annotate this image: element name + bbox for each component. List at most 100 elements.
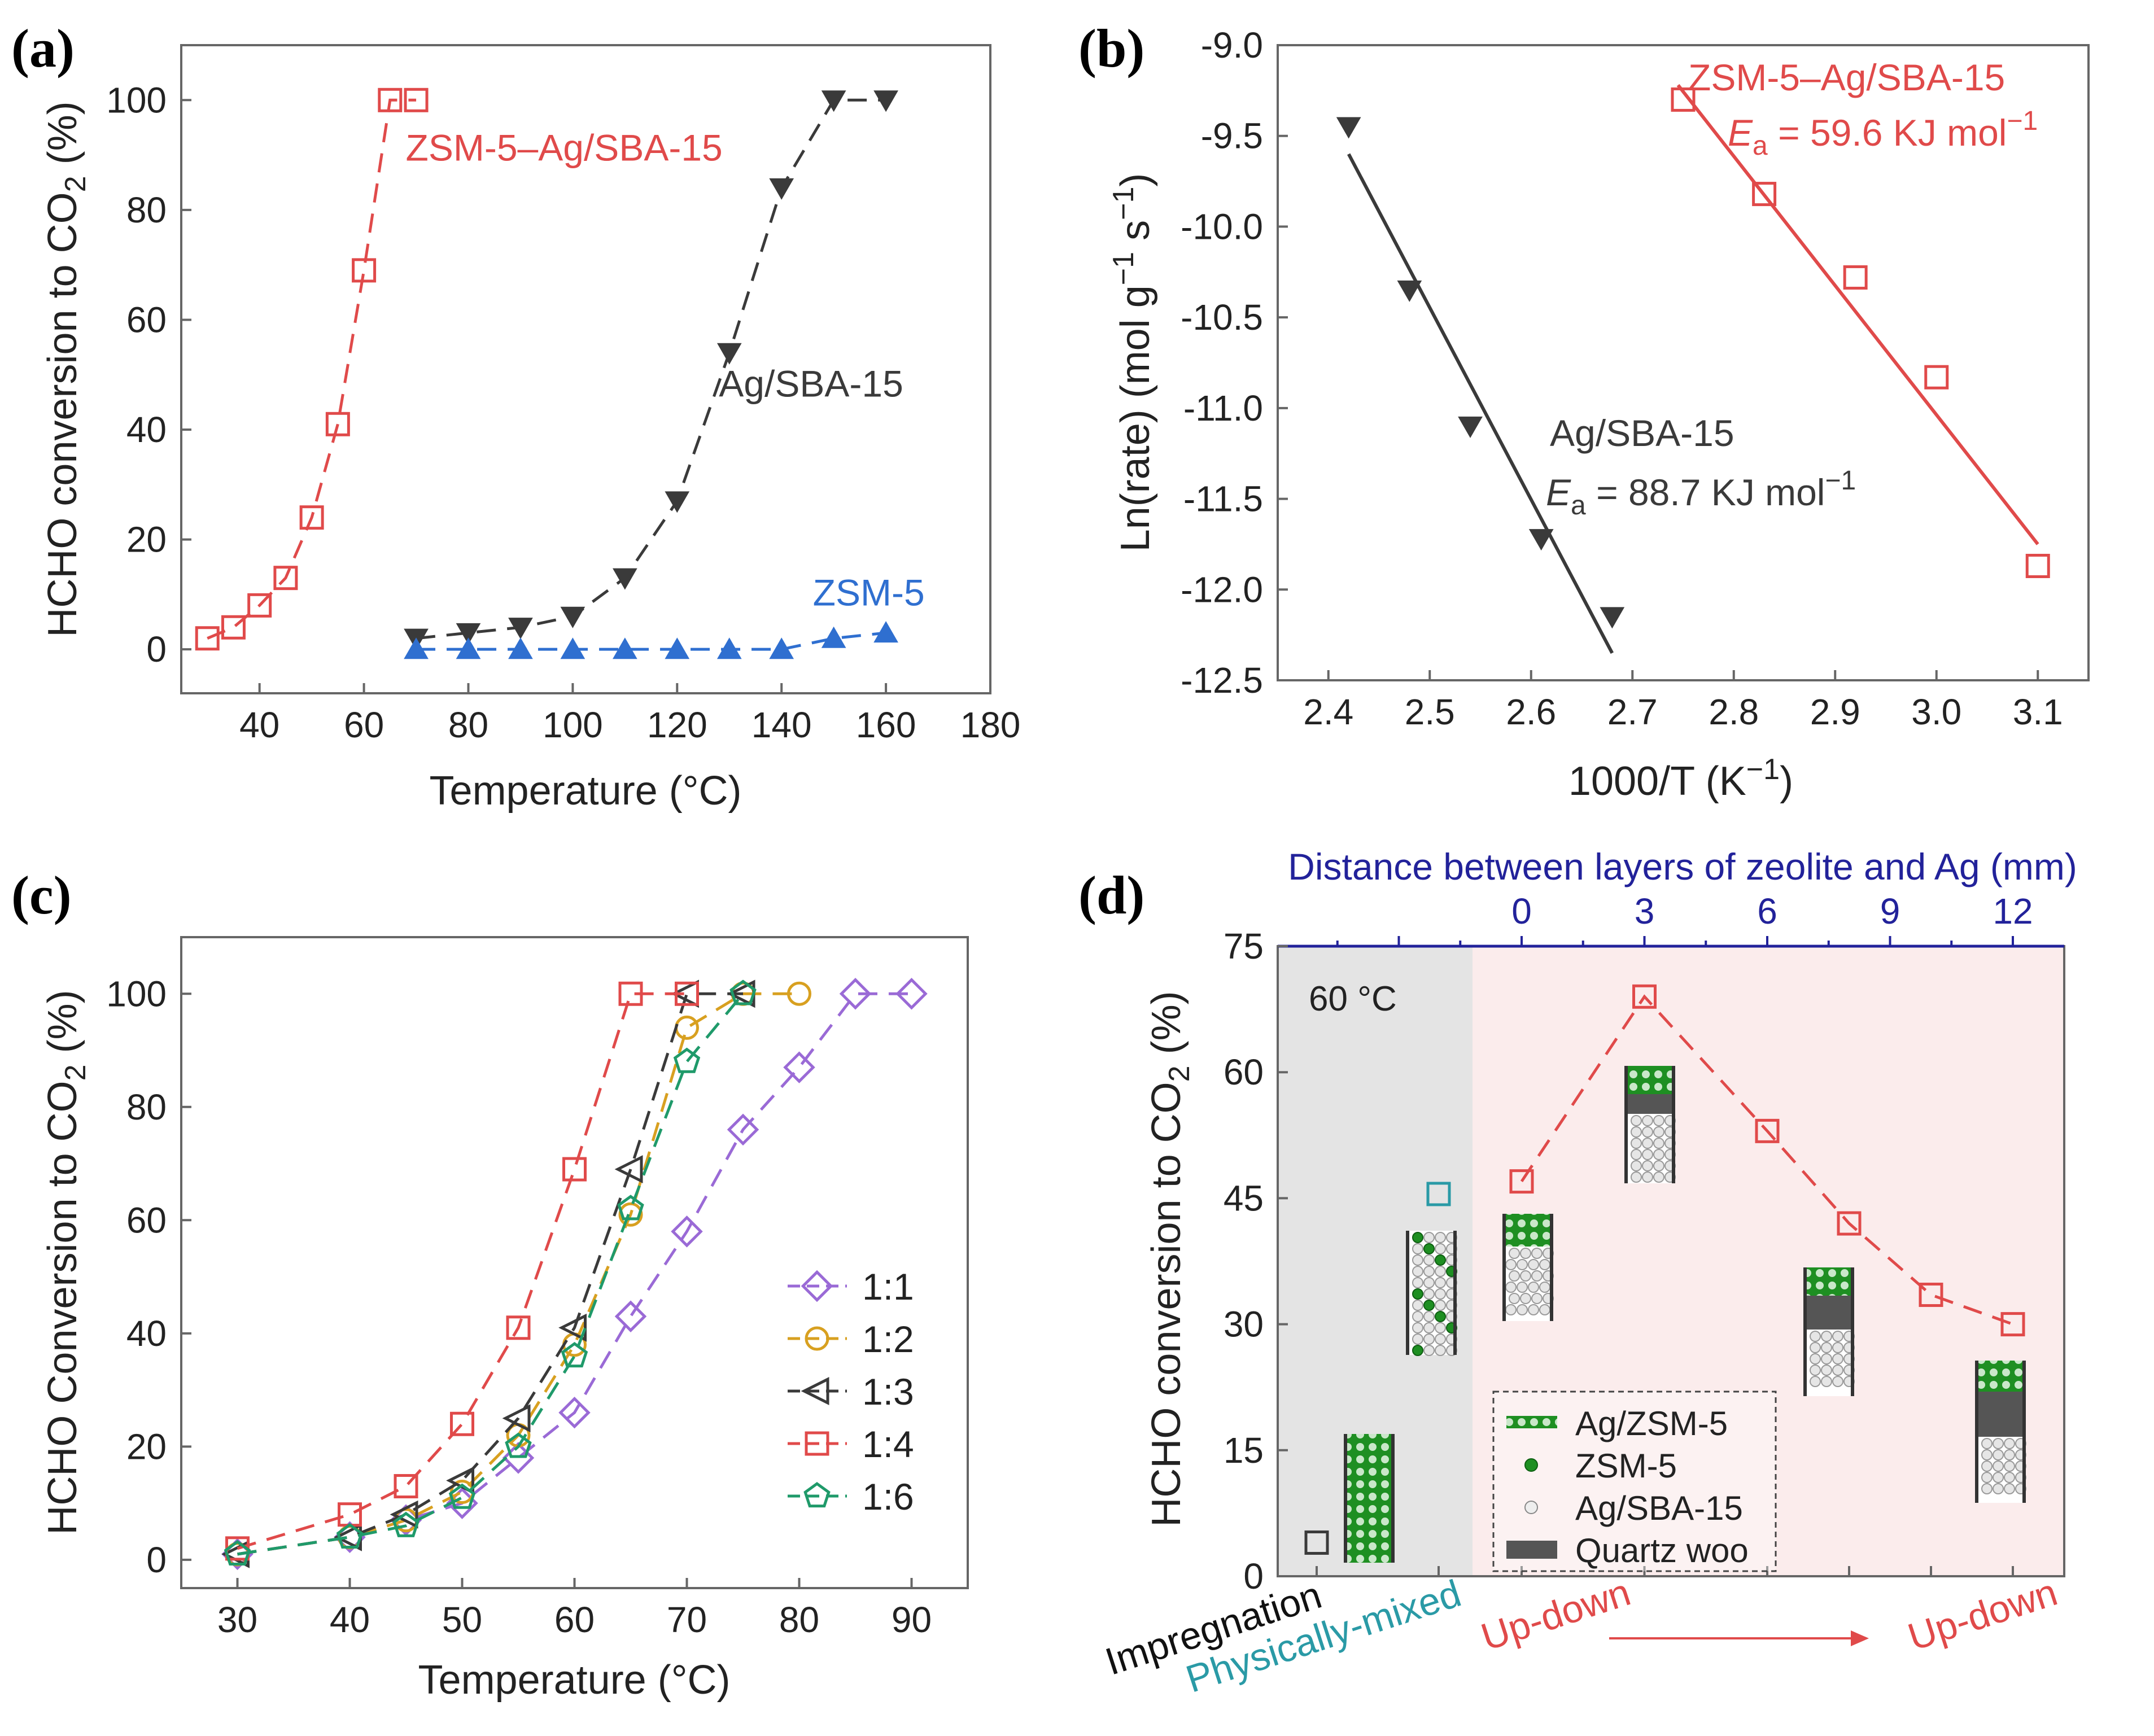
- y-axis-label-a-sub: 2: [59, 176, 92, 192]
- y-tick-label-d: 30: [1224, 1304, 1264, 1345]
- ag-sba15-bead: [1642, 1138, 1653, 1149]
- ag-sba15-bead: [1653, 1149, 1664, 1160]
- data-point-blue: [821, 626, 846, 648]
- plot-frame-a: [180, 44, 991, 694]
- ag-sba15-bead: [1821, 1365, 1832, 1376]
- ag-zsm5-layer: [1805, 1267, 1852, 1296]
- ag-sba15-bead: [1505, 1282, 1517, 1293]
- ag-sba15-bead: [1517, 1282, 1528, 1293]
- legend-c: 1:1 1:2 1:3 1:4 1:6: [788, 1266, 914, 1518]
- zsm5-bead: [1423, 1300, 1435, 1311]
- data-point-1-2: [675, 1015, 699, 1040]
- data-point-black: [456, 623, 481, 645]
- ag-sba15-bead: [1520, 1248, 1531, 1259]
- ag-sba15-bead: [1981, 1472, 1993, 1483]
- data-point-1-6: [392, 1511, 420, 1537]
- ea-superscript: −1: [2007, 106, 2038, 136]
- y-axis-label-b-end: ): [1113, 173, 1158, 187]
- data-point-red: [299, 505, 324, 530]
- ea-subscript: a: [1753, 131, 1768, 161]
- panel-d: (d) Distance between layers of zeolite a…: [1078, 846, 2077, 1701]
- y-axis-label-a: HCHO conversion to CO2 (%): [40, 101, 92, 637]
- arrow-head-icon: [1851, 1630, 1869, 1646]
- ag-sba15-bead: [1528, 1259, 1539, 1270]
- x-axis-label-b-sup: −1: [1746, 753, 1780, 786]
- data-point-up-down: [1755, 1118, 1780, 1143]
- temperature-note-d: 60 °C: [1309, 979, 1397, 1018]
- ag-sba15-bead: [1642, 1126, 1653, 1138]
- data-point-1-4: [675, 981, 699, 1006]
- legend-marker: [805, 1431, 829, 1456]
- y-tick-label-a: 80: [126, 190, 167, 230]
- x-axis-label-c: Temperature (°C): [418, 1658, 731, 1703]
- x-tick-label-a: 140: [752, 705, 812, 745]
- ag-sba15-bead: [1653, 1160, 1664, 1171]
- series-label-ag-sba15: Ag/SBA-15: [1550, 412, 1734, 454]
- data-point-black: [1528, 529, 1554, 551]
- legend-label: 1:1: [862, 1266, 914, 1308]
- ag-sba15-bead: [1631, 1138, 1642, 1149]
- data-point-up-down: [1919, 1283, 1943, 1308]
- data-point-black: [821, 90, 846, 112]
- data-point-1-3: [614, 1155, 643, 1184]
- data-point-black: [769, 178, 794, 200]
- y-tick-label-a: 20: [126, 519, 167, 560]
- x-tick-label-b: 2.8: [1709, 692, 1759, 732]
- legend-label: 1:4: [862, 1423, 914, 1465]
- ea-symbol: E: [1728, 112, 1753, 154]
- quartz-layer: [1805, 1296, 1852, 1330]
- legend-label-d: Ag/ZSM-5: [1575, 1405, 1728, 1442]
- data-point-1-6: [729, 979, 757, 1005]
- ag-sba15-bead: [1981, 1449, 1993, 1460]
- y-tick-label-d: 75: [1224, 926, 1264, 967]
- ag-sba15-bead: [1435, 1266, 1446, 1277]
- ag-sba15-bead: [1642, 1149, 1653, 1160]
- legend-label-d: Ag/SBA-15: [1575, 1489, 1743, 1527]
- data-point-up-down: [1632, 984, 1657, 1009]
- ag-sba15-bead: [1505, 1259, 1517, 1270]
- series-line-black: [416, 98, 886, 640]
- panel-label-a: (a): [11, 18, 75, 78]
- ea-label-zsm5-ag-sba15: Ea = 59.6 KJ mol−1: [1728, 106, 2038, 161]
- ag-sba15-bead: [1520, 1270, 1531, 1282]
- data-point-1-1: [558, 1396, 591, 1429]
- top-tick-label-d: 6: [1757, 891, 1777, 932]
- ag-sba15-bead: [1631, 1126, 1642, 1138]
- up-down-region: [1473, 946, 2064, 1576]
- top-tick-label-d: 12: [1993, 891, 2033, 932]
- data-point-black: [873, 90, 898, 112]
- zsm5-bead: [1423, 1243, 1435, 1254]
- data-point-blue: [404, 637, 429, 659]
- ag-sba15-bead: [1832, 1342, 1843, 1353]
- data-point-red: [352, 258, 377, 283]
- data-point-black: [508, 618, 533, 640]
- ag-sba15-bead: [1832, 1376, 1843, 1387]
- data-point-1-1: [895, 978, 928, 1010]
- ag-sba15-bead: [1821, 1353, 1832, 1365]
- data-point-1-1: [727, 1113, 759, 1146]
- ag-sba15-bead: [1509, 1270, 1520, 1282]
- y-tick-label-b: -11.5: [1183, 479, 1263, 519]
- legend-label: 1:3: [862, 1371, 914, 1413]
- ea-symbol: E: [1546, 471, 1571, 513]
- legend-label-d: ZSM-5: [1575, 1447, 1677, 1485]
- data-point-1-1: [839, 978, 872, 1010]
- ag-sba15-bead: [1810, 1376, 1821, 1387]
- y-axis-label-b: Ln(rate) (mol g−1 s−1): [1107, 173, 1158, 552]
- y-axis-label-c: HCHO Conversion to CO2 (%): [40, 990, 92, 1534]
- fit-line-black: [1347, 153, 1614, 654]
- column-physically-mixed: [1406, 1231, 1457, 1356]
- x-tick-label-b: 2.4: [1303, 692, 1353, 732]
- panel-label-d: (d): [1078, 865, 1144, 925]
- series-line-red: [207, 98, 417, 640]
- x-tick-label-a: 120: [647, 705, 707, 745]
- data-point-blue: [716, 637, 742, 659]
- ag-sba15-bead: [1832, 1331, 1843, 1342]
- data-point-blue: [560, 637, 586, 659]
- y-tick-label-c: 100: [106, 973, 167, 1014]
- panel-label-c: (c): [11, 865, 72, 925]
- ag-sba15-bead: [1810, 1365, 1821, 1376]
- ag-sba15-bead: [1832, 1365, 1843, 1376]
